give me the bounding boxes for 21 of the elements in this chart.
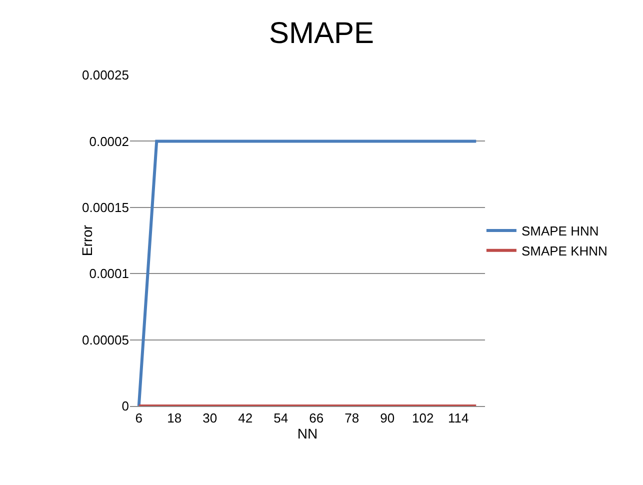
x-tick-label: 102: [412, 410, 434, 426]
x-tick-label: 6: [135, 410, 142, 426]
y-axis-title: Error: [79, 224, 95, 256]
y-tick-label: 0: [122, 398, 129, 414]
y-tick-label: 0.00025: [82, 68, 129, 83]
x-axis-title: NN: [297, 426, 318, 442]
x-tick-label: 114: [448, 410, 469, 426]
y-tick-label: 0.0002: [89, 134, 129, 149]
x-tick-label: 42: [238, 410, 253, 426]
x-tick-label: 18: [167, 410, 182, 426]
x-tick-label: 54: [274, 410, 288, 426]
chart-title: SMAPE: [268, 16, 374, 50]
y-tick-label: 0.0001: [89, 266, 129, 282]
y-tick-label: 0.00015: [82, 200, 129, 215]
legend-label: SMAPE HNN: [521, 224, 599, 239]
legend-label: SMAPE KHNN: [521, 243, 608, 258]
x-tick-label: 30: [202, 410, 218, 426]
x-tick-label: 78: [344, 410, 360, 426]
x-tick-label: 90: [380, 410, 395, 426]
x-tick-label: 66: [309, 410, 324, 426]
y-tick-label: 0.00005: [82, 332, 129, 348]
